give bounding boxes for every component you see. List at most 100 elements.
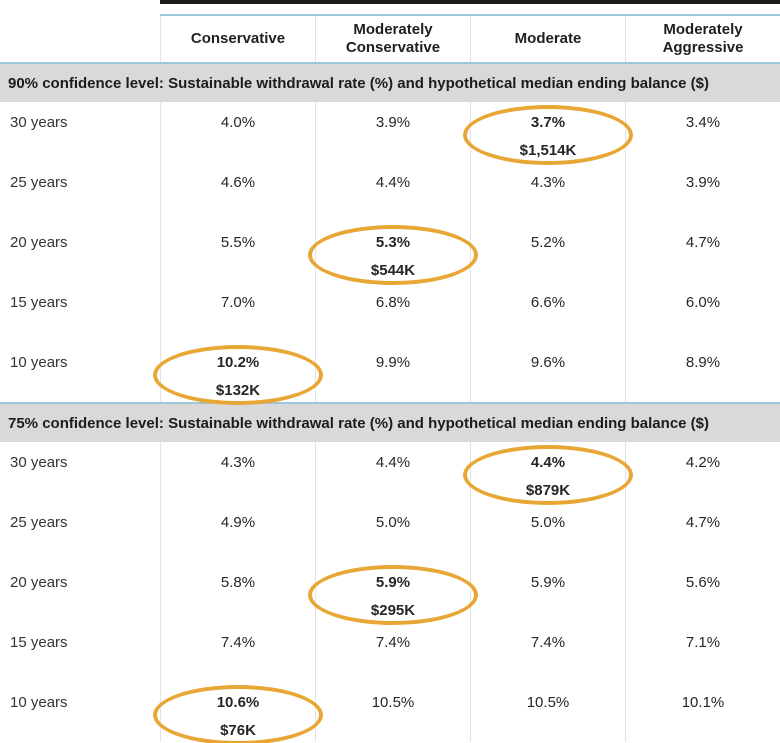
rate-value: 8.9%: [685, 354, 721, 371]
rate-value: 5.9%: [375, 574, 411, 591]
table-row-75-30y: 30 years 4.3% 4.4% 4.4% $879K 4.2%: [0, 442, 780, 505]
section-title-75: 75% confidence level: Sustainable withdr…: [8, 414, 710, 432]
table-row-90-20y: 20 years 5.5% 5.3% $544K 5.2% 4.7%: [0, 222, 780, 285]
rate-value: 4.3%: [220, 454, 256, 471]
rate-value: 5.0%: [530, 514, 566, 531]
column-header-conservative: Conservative: [160, 16, 315, 62]
rate-value: 10.6%: [216, 694, 260, 711]
cell: 10.5%: [470, 682, 625, 742]
row-label: 10 years: [10, 694, 68, 711]
cell: 10.5%: [315, 682, 470, 742]
cell: 4.7%: [625, 222, 780, 282]
cell: 4.4%: [315, 442, 470, 502]
cell: 10.1%: [625, 682, 780, 742]
row-label: 15 years: [10, 294, 68, 311]
column-header-moderately-conservative: Moderately Conservative: [315, 16, 470, 62]
cell: 3.4%: [625, 102, 780, 162]
balance-value: $1,514K: [519, 142, 577, 159]
cell: 7.0%: [160, 282, 315, 342]
cell: 4.2%: [625, 442, 780, 502]
table-header: Conservative Moderately Conservative Mod…: [0, 0, 780, 62]
cell: 6.6%: [470, 282, 625, 342]
rate-value: 4.4%: [375, 454, 411, 471]
balance-value: $544K: [370, 262, 416, 279]
rate-value: 4.7%: [685, 514, 721, 531]
rate-value: 6.8%: [375, 294, 411, 311]
rate-value: 4.3%: [530, 174, 566, 191]
rate-value: 5.2%: [530, 234, 566, 251]
cell: 7.4%: [470, 622, 625, 682]
table-row-90-10y: 10 years 10.2% $132K 9.9% 9.6% 8.9%: [0, 342, 780, 405]
cell: 6.8%: [315, 282, 470, 342]
table-row-75-25y: 25 years 4.9% 5.0% 5.0% 4.7%: [0, 502, 780, 562]
rate-value: 5.8%: [220, 574, 256, 591]
cell: 5.8%: [160, 562, 315, 622]
cell-highlighted: 4.4% $879K: [463, 442, 633, 505]
table-row-90-30y: 30 years 4.0% 3.9% 3.7% $1,514K 3.4%: [0, 102, 780, 165]
rate-value: 4.7%: [685, 234, 721, 251]
column-header-moderate: Moderate: [470, 16, 625, 62]
cell: 9.6%: [470, 342, 625, 402]
row-label: 10 years: [10, 354, 68, 371]
rate-value: 3.7%: [530, 114, 566, 131]
table-row-90-15y: 15 years 7.0% 6.8% 6.6% 6.0%: [0, 282, 780, 342]
rate-value: 10.1%: [681, 694, 725, 711]
cell: 5.0%: [315, 502, 470, 562]
rate-value: 7.4%: [220, 634, 256, 651]
rate-value: 3.4%: [685, 114, 721, 131]
cell-highlighted: 10.6% $76K: [153, 682, 323, 743]
row-label: 30 years: [10, 454, 68, 471]
rate-value: 5.5%: [220, 234, 256, 251]
row-label: 20 years: [10, 234, 68, 251]
cell: 7.4%: [160, 622, 315, 682]
table-row-75-10y: 10 years 10.6% $76K 10.5% 10.5% 10.1%: [0, 682, 780, 743]
rate-value: 5.9%: [530, 574, 566, 591]
rate-value: 7.1%: [685, 634, 721, 651]
header-accent-line: [160, 14, 780, 16]
rate-value: 7.4%: [375, 634, 411, 651]
rate-value: 5.6%: [685, 574, 721, 591]
rate-value: 4.6%: [220, 174, 256, 191]
balance-value: $132K: [215, 382, 261, 399]
section-title-90: 90% confidence level: Sustainable withdr…: [8, 74, 710, 92]
row-label: 20 years: [10, 574, 68, 591]
cell: 4.9%: [160, 502, 315, 562]
table-row-75-20y: 20 years 5.8% 5.9% $295K 5.9% 5.6%: [0, 562, 780, 625]
rate-value: 5.3%: [375, 234, 411, 251]
row-label: 15 years: [10, 634, 68, 651]
row-label: 30 years: [10, 114, 68, 131]
cell: 5.0%: [470, 502, 625, 562]
rate-value: 6.6%: [530, 294, 566, 311]
section-band-75: 75% confidence level: Sustainable withdr…: [0, 402, 780, 442]
rate-value: 7.0%: [220, 294, 256, 311]
rate-value: 3.9%: [685, 174, 721, 191]
rate-value: 4.4%: [375, 174, 411, 191]
table-row-90-25y: 25 years 4.6% 4.4% 4.3% 3.9%: [0, 162, 780, 222]
row-label: 25 years: [10, 174, 68, 191]
rate-value: 10.5%: [371, 694, 415, 711]
cell: 4.7%: [625, 502, 780, 562]
cell: 6.0%: [625, 282, 780, 342]
rate-value: 10.2%: [216, 354, 260, 371]
rate-value: 9.9%: [375, 354, 411, 371]
rate-value: 6.0%: [685, 294, 721, 311]
corner-cell: [0, 16, 160, 62]
rate-value: 3.9%: [375, 114, 411, 131]
rate-value: 4.2%: [685, 454, 721, 471]
cell: 5.2%: [470, 222, 625, 282]
balance-value: $879K: [525, 482, 571, 499]
rate-value: 9.6%: [530, 354, 566, 371]
cell: 8.9%: [625, 342, 780, 402]
column-header-moderately-aggressive: Moderately Aggressive: [625, 16, 780, 62]
cell: 4.4%: [315, 162, 470, 222]
rate-value: 4.0%: [220, 114, 256, 131]
section-band-90: 90% confidence level: Sustainable withdr…: [0, 62, 780, 102]
cell: 4.3%: [160, 442, 315, 502]
rate-value: 10.5%: [526, 694, 570, 711]
cell: 9.9%: [315, 342, 470, 402]
cell-highlighted: 5.9% $295K: [308, 562, 478, 625]
top-bar-divider: [160, 0, 780, 4]
cell-highlighted: 5.3% $544K: [308, 222, 478, 285]
balance-value: $295K: [370, 602, 416, 619]
column-header-grid: Conservative Moderately Conservative Mod…: [0, 16, 780, 62]
